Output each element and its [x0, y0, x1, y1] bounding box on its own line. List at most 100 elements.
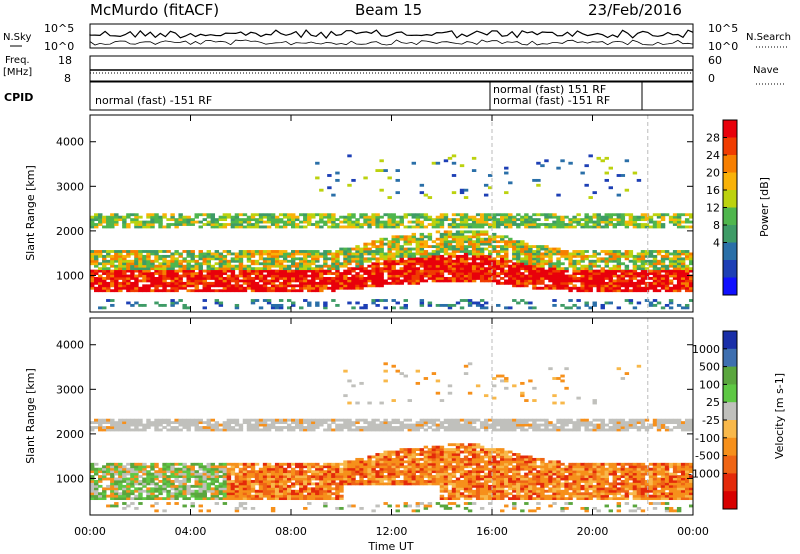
heatmap-cell: [620, 213, 626, 217]
heatmap-cell: [576, 299, 581, 302]
heatmap-cell: [190, 492, 195, 496]
heatmap-cell: [680, 284, 686, 288]
heatmap-cell: [146, 487, 151, 491]
heatmap-cell: [323, 303, 328, 307]
heatmap-cell: [399, 245, 404, 248]
heatmap-cell: [202, 492, 207, 496]
heatmap-cell: [339, 286, 344, 290]
heatmap-cell: [496, 279, 501, 283]
heatmap-cell: [230, 467, 236, 471]
heatmap-cell: [170, 467, 175, 471]
heatmap-cell: [206, 259, 211, 263]
heatmap-cell: [492, 215, 497, 219]
heatmap-cell: [311, 470, 316, 474]
heatmap-cell: [552, 299, 557, 302]
heatmap-cell: [106, 274, 111, 278]
heatmap-cell: [419, 426, 425, 429]
heatmap-cell: [644, 299, 650, 302]
heatmap-cell: [246, 428, 252, 432]
heatmap-cell: [612, 274, 618, 278]
heatmap-cell: [110, 426, 115, 429]
heatmap-cell: [150, 281, 155, 285]
heatmap-cell: [94, 223, 99, 226]
heatmap-cell: [632, 284, 638, 288]
heatmap-cell: [142, 220, 147, 224]
noise-panel: N.Sky 10^5 10^0 10^5 10^0 N.Search: [3, 22, 791, 53]
heatmap-cell: [383, 462, 388, 466]
heatmap-cell: [158, 303, 163, 307]
heatmap-cell: [246, 284, 252, 288]
heatmap-cell: [319, 218, 324, 222]
heatmap-cell: [278, 220, 284, 224]
heatmap-cell: [142, 472, 147, 476]
heatmap-cell: [395, 242, 400, 246]
heatmap-cell: [387, 472, 392, 476]
heatmap-cell: [459, 462, 465, 466]
heatmap-cell: [254, 213, 260, 217]
heatmap-cell: [439, 247, 445, 251]
heatmap-cell: [371, 426, 376, 429]
heatmap-cell: [411, 277, 417, 280]
heatmap-cell: [395, 450, 400, 454]
heatmap-cell: [600, 269, 605, 273]
heatmap-cell: [447, 465, 453, 469]
heatmap-cell: [391, 254, 396, 258]
heatmap-cell: [532, 252, 537, 256]
heatmap-cell: [110, 497, 115, 501]
heatmap-cell: [311, 213, 316, 217]
heatmap-cell: [246, 418, 252, 422]
heatmap-cell: [612, 272, 618, 275]
heatmap-cell: [423, 218, 429, 222]
heatmap-cell: [238, 259, 244, 263]
heatmap-cell: [620, 223, 626, 226]
heatmap-cell: [202, 299, 207, 302]
heatmap-cell: [286, 465, 292, 469]
heatmap-cell: [126, 289, 131, 293]
heatmap-cell: [624, 272, 630, 275]
heatmap-cell: [435, 262, 441, 266]
heatmap-cell: [496, 303, 501, 307]
heatmap-cell: [383, 379, 388, 383]
heatmap-cell: [250, 213, 256, 217]
heatmap-cell: [315, 421, 320, 425]
heatmap-cell: [299, 492, 304, 496]
heatmap-cell: [552, 225, 557, 229]
heatmap-cell: [544, 245, 549, 248]
heatmap-cell: [483, 230, 489, 234]
heatmap-cell: [266, 475, 272, 478]
heatmap-cell: [604, 218, 609, 222]
heatmap-cell: [544, 159, 549, 163]
heatmap-cell: [668, 220, 674, 224]
heatmap-cell: [652, 289, 658, 293]
heatmap-cell: [226, 250, 232, 253]
heatmap-cell: [218, 465, 224, 469]
heatmap-cell: [383, 482, 388, 486]
heatmap-cell: [182, 250, 187, 253]
heatmap-cell: [580, 223, 585, 226]
heatmap-cell: [415, 480, 421, 483]
heatmap-cell: [186, 421, 191, 425]
heatmap-cell: [331, 472, 336, 476]
heatmap-cell: [190, 220, 195, 224]
noise-panel-frame: [89, 23, 694, 49]
heatmap-cell: [355, 284, 360, 288]
heatmap-cell: [246, 250, 252, 253]
heatmap-cell: [600, 286, 605, 290]
heatmap-cell: [540, 269, 545, 273]
heatmap-cell: [110, 277, 115, 280]
heatmap-cell: [576, 306, 581, 310]
heatmap-cell: [158, 225, 163, 229]
heatmap-cell: [114, 428, 119, 432]
heatmap-cell: [246, 225, 252, 229]
heatmap-cell: [636, 254, 642, 258]
heatmap-cell: [122, 480, 127, 483]
heatmap-cell: [347, 213, 352, 217]
heatmap-cell: [286, 218, 292, 222]
heatmap-cell: [584, 250, 589, 253]
heatmap-cell: [435, 467, 441, 471]
heatmap-cell: [238, 428, 244, 432]
heatmap-cell: [395, 455, 400, 459]
heatmap-cell: [262, 277, 268, 280]
heatmap-cell: [492, 225, 497, 229]
heatmap-cell: [399, 254, 404, 258]
